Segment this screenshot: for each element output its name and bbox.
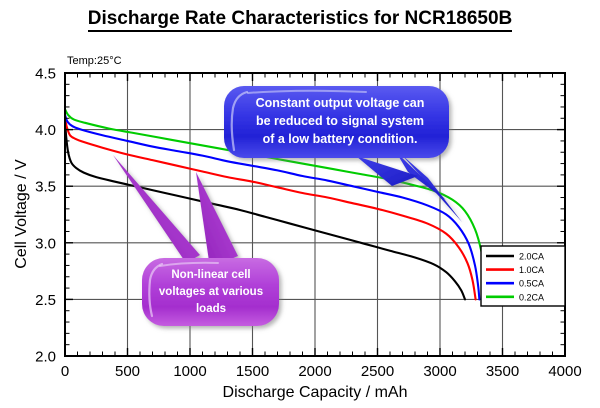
callout-constant-voltage-highlight-top: [247, 89, 367, 94]
x-axis-label: Discharge Capacity / mAh: [223, 384, 408, 401]
temperature-note: Temp:25°C: [67, 55, 122, 67]
y-axis-label: Cell Voltage / V: [13, 159, 30, 269]
ytick-label: 2.5: [35, 292, 56, 309]
legend-label-2-0CA: 2.0CA: [519, 252, 544, 262]
page-title: Discharge Rate Characteristics for NCR18…: [0, 8, 600, 32]
ytick-label: 3.0: [35, 235, 56, 252]
callout-constant-voltage: [224, 86, 462, 222]
xtick-label: 1500: [236, 363, 269, 380]
callout-nonlinear-pointer: [196, 172, 238, 268]
callout-nonlinear-bubble: [142, 258, 279, 326]
chart-tick-labels: 0 500 1000 1500 2000 2500 3000 3500 4000 2.0 2.5 3.…: [35, 66, 582, 381]
series-line-0-2CA: [65, 108, 488, 301]
callout-nonlinear-highlight-top: [159, 261, 219, 267]
xtick-label: 4000: [548, 363, 581, 380]
ytick-label: 3.5: [35, 179, 56, 196]
xtick-label: 2500: [361, 363, 394, 380]
callout-nonlinear-line2: voltages at various: [159, 286, 263, 298]
callout-constant-voltage-arrow2: [396, 152, 446, 200]
xtick-label: 3000: [423, 363, 456, 380]
callout-constant-voltage-line3: of a low battery condition.: [263, 132, 418, 146]
legend-label-1-0CA: 1.0CA: [519, 265, 544, 275]
ytick-label: 2.0: [35, 349, 56, 366]
series-line-1-0CA: [65, 117, 477, 301]
chart-title-text: Discharge Rate Characteristics for NCR18…: [87, 8, 513, 32]
xtick-label: 1000: [173, 363, 206, 380]
legend-label-0-5CA: 0.5CA: [519, 279, 544, 289]
callout-constant-voltage-highlight: [230, 90, 249, 152]
callout-nonlinear-line1: Non-linear cell: [171, 269, 250, 281]
callout-nonlinear: [113, 155, 279, 326]
callout-constant-voltage-line2: be reduced to signal system: [256, 114, 424, 128]
xtick-label: 500: [115, 363, 140, 380]
xtick-label: 0: [61, 363, 69, 380]
series-line-0-5CA: [65, 113, 481, 301]
legend-label-0-2CA: 0.2CA: [519, 292, 544, 302]
callout-nonlinear-arrow: [113, 155, 200, 263]
ytick-label: 4.5: [35, 66, 56, 83]
callout-constant-voltage-line1: Constant output voltage can: [256, 96, 425, 110]
ytick-label: 4.0: [35, 122, 56, 139]
callout-constant-voltage-arrow3: [400, 158, 440, 196]
xtick-label: 3500: [486, 363, 519, 380]
callout-nonlinear-line3: loads: [196, 303, 226, 315]
xtick-label: 2000: [298, 363, 331, 380]
callout-constant-voltage-tail: [356, 156, 418, 186]
chart-legend: 2.0CA 1.0CA 0.5CA 0.2CA: [480, 245, 566, 307]
callout-nonlinear-highlight: [148, 262, 164, 318]
callout-constant-voltage-bubble: [224, 86, 449, 158]
